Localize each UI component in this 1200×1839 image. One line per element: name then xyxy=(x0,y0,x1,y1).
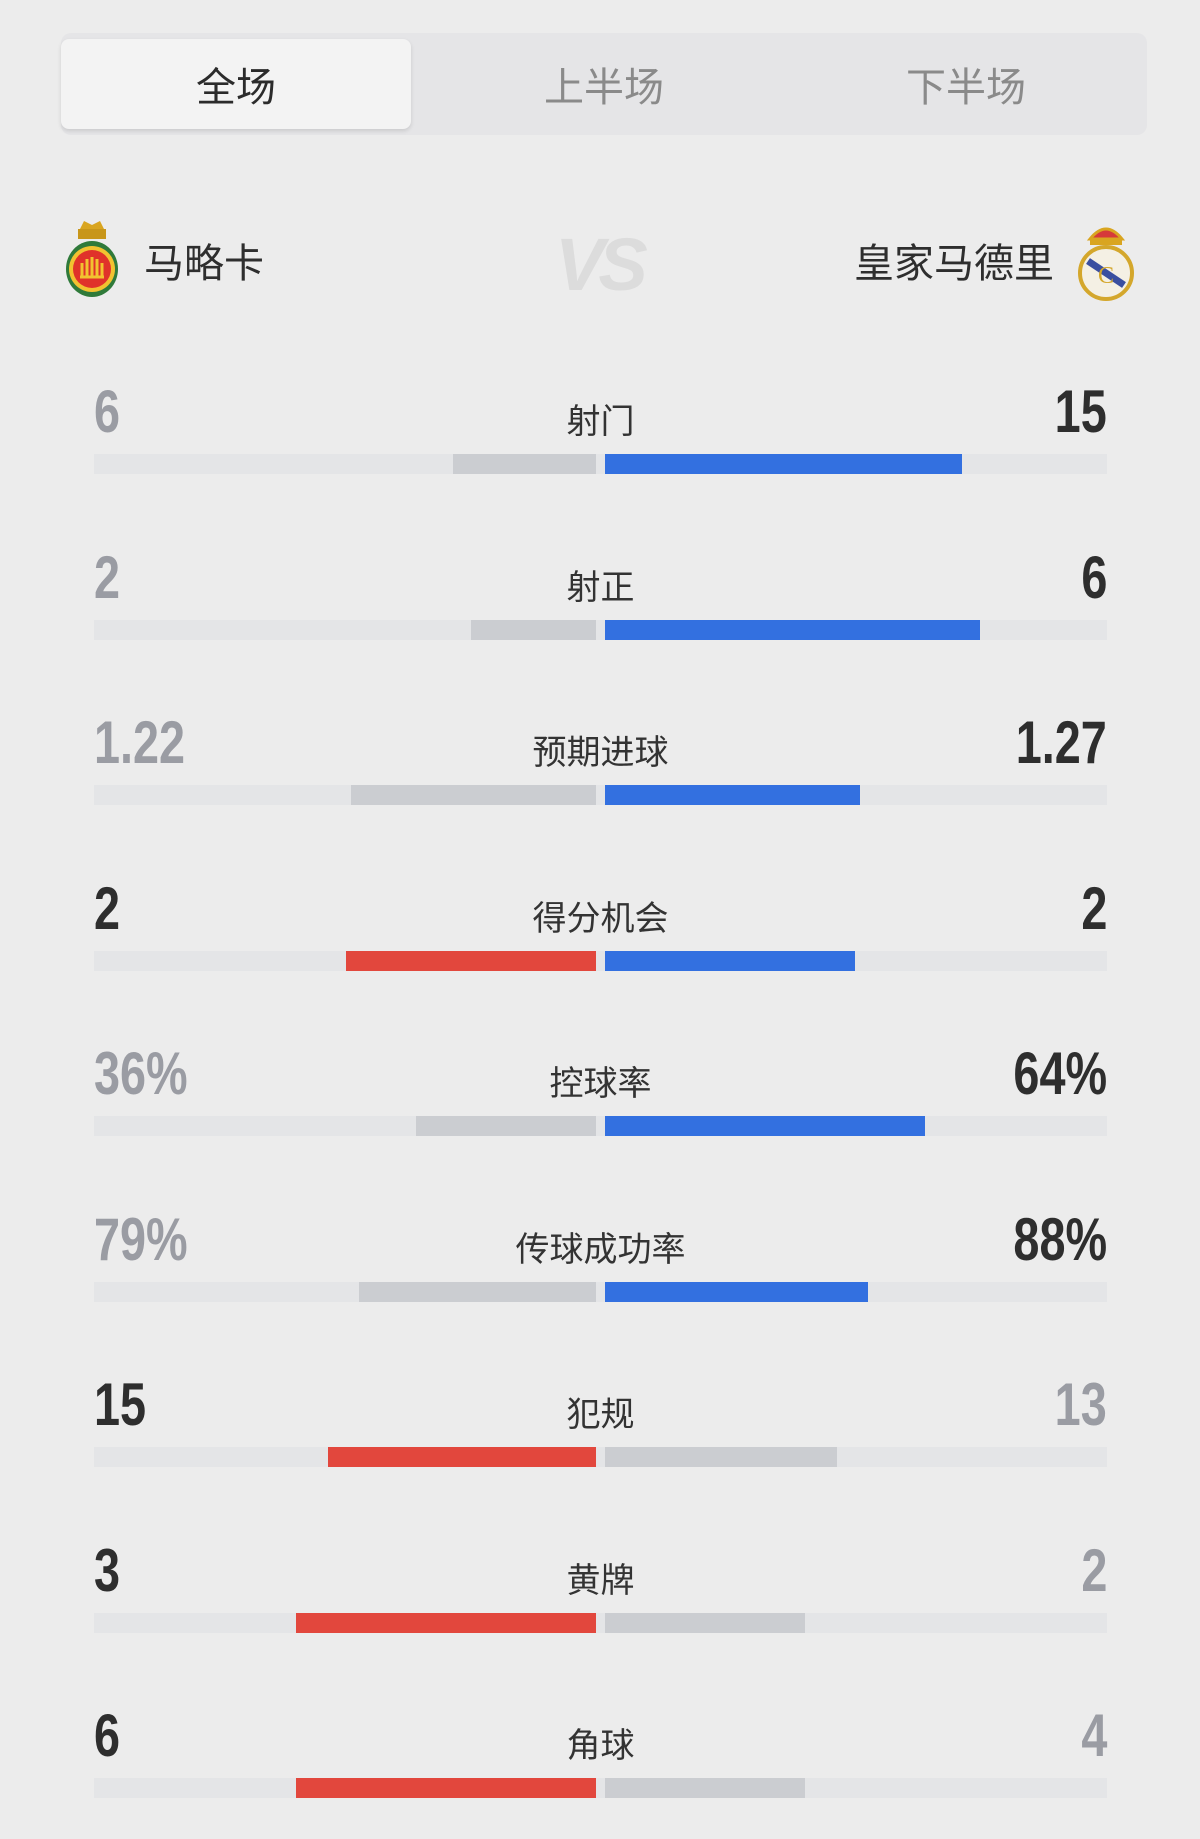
tab-full-match[interactable]: 全场 xyxy=(61,39,411,129)
stat-row: 6 射门 15 xyxy=(94,382,1107,502)
away-bar xyxy=(605,619,980,640)
home-value: 2 xyxy=(94,874,121,942)
mallorca-crest-icon xyxy=(66,221,118,297)
home-bar xyxy=(346,950,596,971)
away-value: 4 xyxy=(1080,1702,1107,1769)
home-value: 79% xyxy=(94,1205,188,1273)
home-value: 6 xyxy=(94,378,121,445)
away-value: 64% xyxy=(1013,1040,1107,1107)
away-value: 6 xyxy=(1080,543,1107,611)
vs-logo: VS xyxy=(555,223,648,306)
stat-label: 射正 xyxy=(566,567,635,608)
stat-label: 得分机会 xyxy=(532,898,669,939)
home-value: 6 xyxy=(94,1702,121,1769)
away-value: 15 xyxy=(1054,378,1107,445)
svg-text:C: C xyxy=(1098,263,1114,289)
away-team[interactable]: 皇家马德里 C xyxy=(854,215,1136,305)
away-bar xyxy=(605,1778,805,1798)
home-bar xyxy=(359,1281,596,1302)
stat-track xyxy=(94,1116,1107,1136)
stat-track xyxy=(94,1281,1107,1302)
away-value: 1.27 xyxy=(1015,709,1107,776)
stat-row: 6 角球 4 xyxy=(94,1706,1107,1826)
home-team[interactable]: 马略卡 xyxy=(62,215,264,305)
real-madrid-crest-icon: C xyxy=(1078,227,1134,301)
stat-label: 预期进球 xyxy=(532,733,669,773)
home-value: 15 xyxy=(94,1371,147,1438)
away-bar xyxy=(605,1612,805,1633)
home-value: 36% xyxy=(94,1040,188,1107)
stat-label: 传球成功率 xyxy=(515,1229,686,1270)
stat-row: 1.22 预期进球 1.27 xyxy=(94,713,1107,833)
stat-row: 15 犯规 13 xyxy=(94,1375,1107,1495)
stat-track xyxy=(94,1447,1107,1467)
away-value: 2 xyxy=(1080,874,1107,942)
home-bar xyxy=(471,619,596,640)
away-bar xyxy=(605,1116,925,1136)
home-value: 2 xyxy=(94,543,121,611)
away-bar xyxy=(605,454,963,474)
home-value: 3 xyxy=(94,1536,121,1604)
home-bar xyxy=(328,1447,596,1467)
away-value: 88% xyxy=(1013,1205,1107,1273)
stat-row: 79% 传球成功率 88% xyxy=(94,1205,1107,1330)
stat-label: 犯规 xyxy=(566,1395,635,1435)
away-team-name: 皇家马德里 xyxy=(854,241,1054,287)
home-bar xyxy=(351,785,596,805)
tab-first-half[interactable]: 上半场 xyxy=(544,65,664,111)
stat-track xyxy=(94,785,1107,805)
stat-label: 角球 xyxy=(566,1726,635,1766)
stat-row: 2 得分机会 2 xyxy=(94,874,1107,999)
away-value: 2 xyxy=(1080,1536,1107,1604)
stat-label: 射门 xyxy=(566,402,635,442)
stat-track xyxy=(94,1612,1107,1633)
stat-row: 36% 控球率 64% xyxy=(94,1044,1107,1164)
home-bar xyxy=(416,1116,596,1136)
away-bar xyxy=(605,1281,869,1302)
home-bar xyxy=(296,1612,596,1633)
tab-second-half[interactable]: 下半场 xyxy=(906,65,1026,111)
stat-row: 2 射正 6 xyxy=(94,543,1107,668)
home-bar xyxy=(453,454,596,474)
away-bar xyxy=(605,1447,838,1467)
stat-row: 3 黄牌 2 xyxy=(94,1536,1107,1661)
away-bar xyxy=(605,950,855,971)
stat-track xyxy=(94,950,1107,971)
home-bar xyxy=(296,1778,596,1798)
stat-label: 黄牌 xyxy=(566,1560,635,1601)
away-bar xyxy=(605,785,861,805)
home-team-name: 马略卡 xyxy=(144,241,264,287)
home-value: 1.22 xyxy=(94,709,186,776)
period-tabs: 全场 上半场 下半场 xyxy=(61,33,1147,135)
stat-label: 控球率 xyxy=(549,1064,652,1104)
away-value: 13 xyxy=(1054,1371,1107,1438)
stat-track xyxy=(94,1778,1107,1798)
